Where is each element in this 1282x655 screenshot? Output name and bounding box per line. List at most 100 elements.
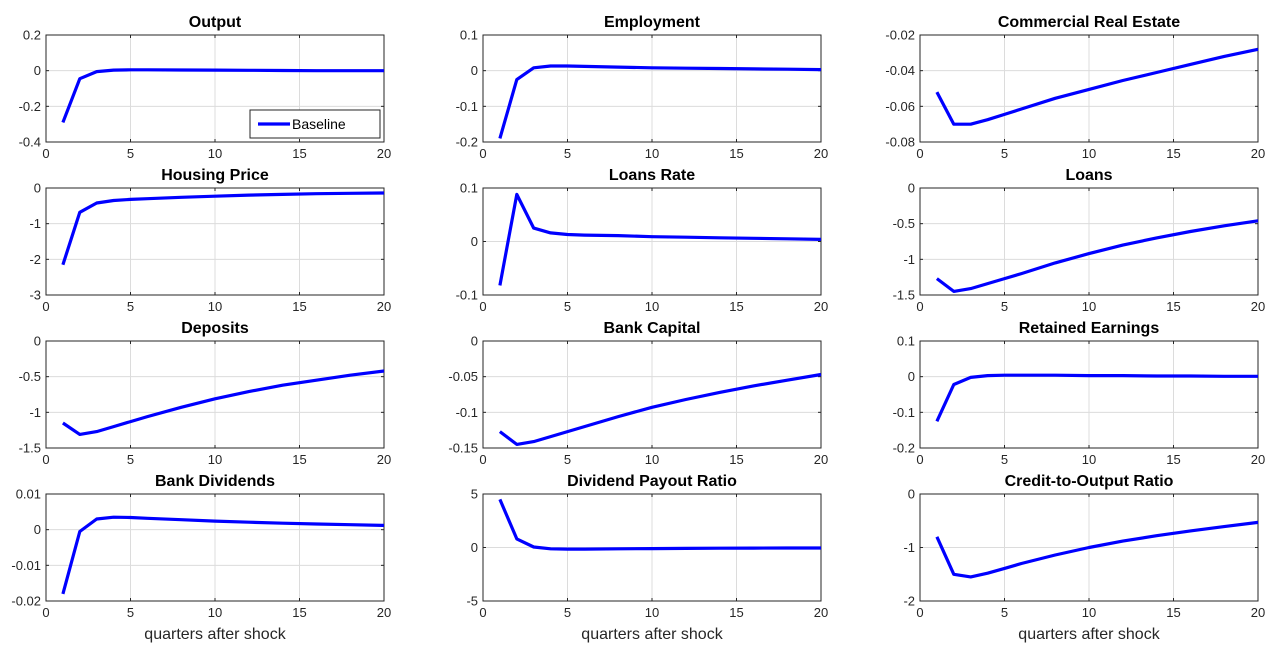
subplot-title: Commercial Real Estate <box>998 14 1180 31</box>
x-axis-label: quarters after shock <box>144 626 286 643</box>
x-tick-label: 0 <box>42 452 49 467</box>
y-tick-label: 0.1 <box>897 334 915 349</box>
series-line-baseline <box>935 47 1259 126</box>
x-tick-label: 15 <box>292 146 306 161</box>
subplot-title: Loans Rate <box>609 167 695 184</box>
x-tick-label: 0 <box>916 299 923 314</box>
y-tick-label: -3 <box>29 288 41 303</box>
y-tick-label: -1 <box>29 216 41 231</box>
legend: Baseline <box>249 109 381 139</box>
x-tick-label: 5 <box>564 452 571 467</box>
x-tick-label: 20 <box>1251 605 1265 620</box>
x-tick-label: 20 <box>377 146 391 161</box>
y-tick-label: -0.2 <box>456 135 478 150</box>
y-tick-label: -1 <box>903 252 915 267</box>
x-tick-label: 10 <box>208 299 222 314</box>
x-tick-label: 10 <box>645 452 659 467</box>
y-tick-label: 0 <box>34 522 41 537</box>
series-line-baseline <box>61 515 385 595</box>
x-tick-label: 5 <box>1001 605 1008 620</box>
subplot-title: Dividend Payout Ratio <box>567 473 737 490</box>
x-axis-label: quarters after shock <box>1018 626 1160 643</box>
subplot-title: Output <box>189 14 242 31</box>
y-tick-label: 5 <box>471 487 478 502</box>
y-tick-label: -0.5 <box>19 369 41 384</box>
x-tick-label: 10 <box>1082 146 1096 161</box>
y-tick-label: 0 <box>34 334 41 349</box>
x-tick-label: 15 <box>729 299 743 314</box>
x-tick-label: 5 <box>127 299 134 314</box>
x-tick-label: 10 <box>1082 299 1096 314</box>
subplot-title: Credit-to-Output Ratio <box>1005 473 1174 490</box>
y-tick-label: 0 <box>34 63 41 78</box>
y-tick-label: 0 <box>908 181 915 196</box>
x-tick-label: 0 <box>916 146 923 161</box>
y-tick-label: 0 <box>908 487 915 502</box>
y-tick-label: -0.01 <box>11 558 41 573</box>
x-tick-label: 5 <box>564 299 571 314</box>
subplot-title: Housing Price <box>161 167 269 184</box>
subplot-bank-capital: 0 5 10 15 20 0 -0.05 -0.1 -0.15 Bank Capital <box>448 320 828 467</box>
x-tick-label: 10 <box>1082 452 1096 467</box>
y-tick-label: -0.2 <box>893 441 915 456</box>
x-tick-label: 15 <box>1166 299 1180 314</box>
subplot-title: Loans <box>1065 167 1112 184</box>
x-tick-label: 20 <box>814 146 828 161</box>
x-tick-label: 15 <box>1166 605 1180 620</box>
x-tick-label: 5 <box>127 605 134 620</box>
y-tick-label: -1.5 <box>893 288 915 303</box>
y-tick-label: 0 <box>471 234 478 249</box>
x-tick-label: 5 <box>127 452 134 467</box>
y-tick-label: 0 <box>471 540 478 555</box>
x-tick-label: 15 <box>292 605 306 620</box>
series-line-baseline <box>498 64 822 139</box>
y-tick-label: -0.1 <box>456 288 478 303</box>
subplot-title: Deposits <box>181 320 249 337</box>
y-tick-label: -0.1 <box>456 405 478 420</box>
x-tick-label: 10 <box>645 299 659 314</box>
y-tick-label: -1 <box>29 405 41 420</box>
x-tick-label: 20 <box>814 299 828 314</box>
subplot-bank-dividends: 0 5 10 15 20 0.01 0 -0.01 -0.02 Bank Dividends qua… <box>11 473 391 643</box>
subplot-credit-to-output-ratio: 0 5 10 15 20 0 -1 -2 Credit-to-Output Ratio quart… <box>903 473 1265 643</box>
y-tick-label: 0 <box>908 369 915 384</box>
x-tick-label: 0 <box>42 146 49 161</box>
x-tick-label: 20 <box>814 452 828 467</box>
y-tick-label: -0.15 <box>448 441 478 456</box>
y-tick-label: -2 <box>903 594 915 609</box>
x-tick-label: 20 <box>814 605 828 620</box>
x-tick-label: 5 <box>564 605 571 620</box>
y-tick-label: -5 <box>466 594 478 609</box>
subplot-retained-earnings: 0 5 10 15 20 0.1 0 -0.1 -0.2 Retained Earnings <box>893 320 1266 467</box>
x-tick-label: 0 <box>479 146 486 161</box>
y-tick-label: -0.02 <box>11 594 41 609</box>
x-tick-label: 20 <box>1251 146 1265 161</box>
y-tick-label: -0.06 <box>885 99 915 114</box>
x-tick-label: 5 <box>1001 452 1008 467</box>
series-line-baseline <box>498 498 821 551</box>
legend-label: Baseline <box>292 116 346 132</box>
x-tick-label: 0 <box>42 299 49 314</box>
x-tick-label: 10 <box>1082 605 1096 620</box>
series-line-baseline <box>61 68 384 123</box>
x-tick-label: 0 <box>916 605 923 620</box>
y-tick-label: 0.1 <box>460 181 478 196</box>
series-line-baseline <box>935 219 1259 293</box>
subplot-title: Employment <box>604 14 701 31</box>
x-tick-label: 15 <box>1166 146 1180 161</box>
x-tick-label: 15 <box>729 605 743 620</box>
subplot-employment: 0 5 10 15 20 0.1 0 -0.1 -0.2 Employment <box>456 14 829 161</box>
x-axis-label: quarters after shock <box>581 626 723 643</box>
y-tick-label: 0 <box>34 181 41 196</box>
y-tick-label: -2 <box>29 252 41 267</box>
x-tick-label: 0 <box>479 299 486 314</box>
series-line-baseline <box>935 520 1259 579</box>
x-tick-label: 5 <box>564 146 571 161</box>
y-tick-label: -0.08 <box>885 135 915 150</box>
x-tick-label: 0 <box>42 605 49 620</box>
x-tick-label: 20 <box>1251 452 1265 467</box>
subplot-deposits: 0 5 10 15 20 0 -0.5 -1 -1.5 Deposits <box>19 320 392 467</box>
